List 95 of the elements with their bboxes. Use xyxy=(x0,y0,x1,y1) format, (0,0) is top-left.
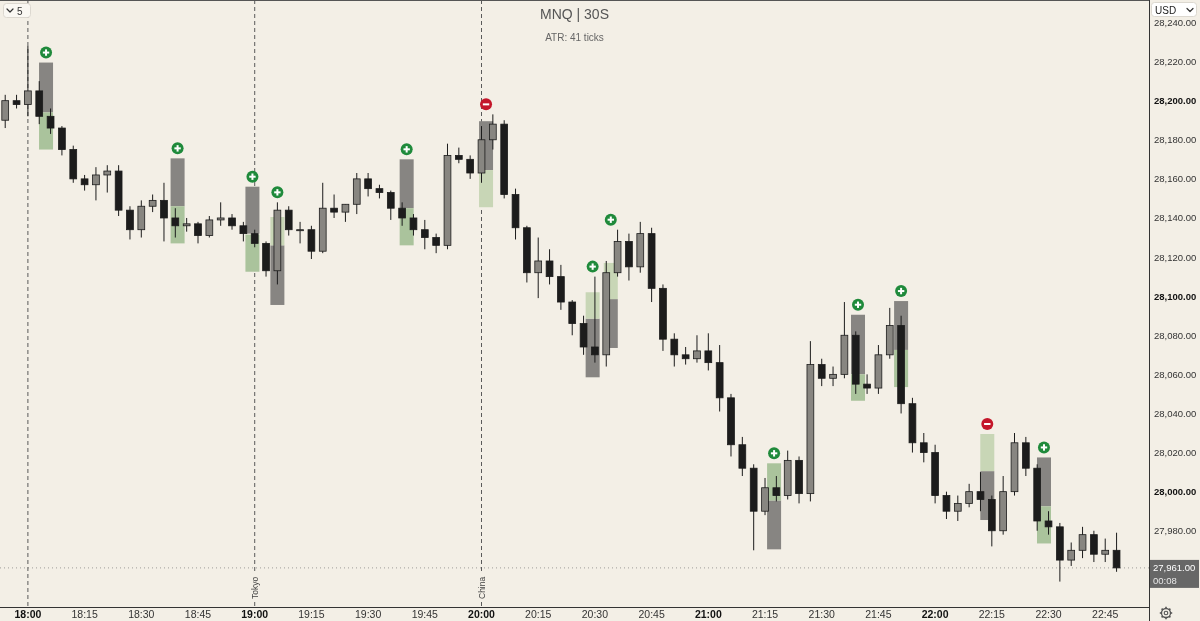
candlestick xyxy=(1,94,10,129)
y-tick-label: 28,100.00 xyxy=(1154,290,1197,302)
x-tick-label: 22:30 xyxy=(1035,608,1062,620)
y-tick-label: 28,040.00 xyxy=(1154,407,1197,419)
candlestick xyxy=(1078,526,1087,559)
candlestick xyxy=(160,182,168,242)
candlestick xyxy=(954,495,962,522)
candlestick xyxy=(829,366,837,387)
candlestick xyxy=(330,194,338,219)
candlestick xyxy=(919,432,928,463)
bar xyxy=(170,158,185,207)
x-tick-label: 20:15 xyxy=(525,608,552,620)
ref-line-label: 27,961.00 xyxy=(1153,562,1196,574)
candlestick xyxy=(772,475,781,502)
y-tick-label: 28,160.00 xyxy=(1154,173,1197,185)
bar xyxy=(479,170,494,208)
x-tick-label: 20:00 xyxy=(468,608,496,620)
candlestick xyxy=(1044,510,1053,536)
candlestick xyxy=(863,373,871,395)
candlestick xyxy=(942,491,951,520)
x-tick-label: 18:15 xyxy=(71,608,98,620)
y-tick-label: 28,080.00 xyxy=(1154,329,1197,341)
y-axis-title: USD xyxy=(1155,4,1177,16)
candlestick xyxy=(670,332,679,368)
candlestick xyxy=(579,315,588,356)
y-tick-label: 28,240.00 xyxy=(1154,16,1197,28)
x-tick-label: 21:00 xyxy=(694,608,722,620)
candlestick xyxy=(194,221,202,244)
candlestick xyxy=(216,201,225,227)
text: ATR: 41 ticks xyxy=(545,32,604,43)
x-tick-label: 19:00 xyxy=(241,608,269,620)
candlestick xyxy=(545,248,554,285)
candlestick xyxy=(817,358,826,387)
candlestick xyxy=(137,199,146,239)
x-tick-label: 19:45 xyxy=(411,608,439,620)
x-tick-label: 22:00 xyxy=(921,608,949,620)
candlestick xyxy=(693,334,701,364)
candlestick xyxy=(284,205,293,237)
y-tick-label: 28,200.00 xyxy=(1154,95,1197,107)
candlestick xyxy=(466,154,474,180)
x-tick-label: 21:30 xyxy=(808,608,836,620)
x-tick-label: 18:00 xyxy=(14,608,42,620)
candlestick xyxy=(58,125,66,156)
candlestick xyxy=(126,205,134,240)
candlestick xyxy=(103,164,112,194)
text: MNQ | 30S xyxy=(540,6,609,22)
candlestick xyxy=(1067,541,1075,567)
x-tick-label: 18:30 xyxy=(128,608,155,620)
candlestick xyxy=(704,332,713,371)
candlestick xyxy=(432,233,440,254)
y-tick-label: 27,980.00 xyxy=(1154,525,1197,537)
x-tick-label: 19:15 xyxy=(298,608,325,620)
x-tick-label: 22:15 xyxy=(978,608,1006,620)
candlestick xyxy=(976,471,985,512)
ref-line-label: Tokyo xyxy=(249,576,260,599)
candlestick xyxy=(92,166,100,201)
candlestick xyxy=(568,299,577,336)
x-tick-label: 20:45 xyxy=(638,608,665,620)
text: 00:08 xyxy=(1153,574,1177,586)
candlestick xyxy=(307,225,316,260)
y-tick-label: 28,020.00 xyxy=(1154,447,1197,459)
candlestick xyxy=(421,219,429,250)
candlestick xyxy=(738,436,747,477)
candlestick xyxy=(205,215,214,239)
x-tick-label: 21:45 xyxy=(865,608,892,620)
candlestick xyxy=(239,221,248,242)
candlestick xyxy=(1101,538,1110,563)
candlestick xyxy=(1112,532,1121,573)
candlestick xyxy=(534,237,543,299)
candlestick xyxy=(296,221,304,244)
bar xyxy=(399,159,414,209)
x-tick-label: 22:45 xyxy=(1092,608,1119,620)
x-tick-label: 20:30 xyxy=(581,608,609,620)
candlestick xyxy=(386,190,395,221)
candlestick xyxy=(364,172,372,197)
candlestick xyxy=(409,213,418,237)
candlestick xyxy=(591,276,599,364)
candlestick xyxy=(171,207,180,239)
candlestick xyxy=(965,483,973,508)
y-tick-label: 28,180.00 xyxy=(1154,134,1197,146)
y-tick-label: 28,220.00 xyxy=(1154,56,1197,68)
y-tick-label: 28,060.00 xyxy=(1154,368,1197,380)
bar xyxy=(980,433,995,472)
candlestick xyxy=(398,201,406,227)
y-tick-label: 28,000.00 xyxy=(1154,486,1197,498)
x-tick-label: 21:15 xyxy=(751,608,779,620)
candlestick xyxy=(24,45,32,117)
y-tick-label: 28,140.00 xyxy=(1154,212,1197,224)
x-tick-label: 19:30 xyxy=(354,608,382,620)
candlestick xyxy=(46,108,55,135)
candlestick xyxy=(1090,530,1098,563)
annotation: 5 xyxy=(17,5,23,16)
y-tick-label: 28,120.00 xyxy=(1154,251,1197,263)
x-tick-label: 18:45 xyxy=(184,608,212,620)
ref-line-label: China xyxy=(476,576,487,599)
